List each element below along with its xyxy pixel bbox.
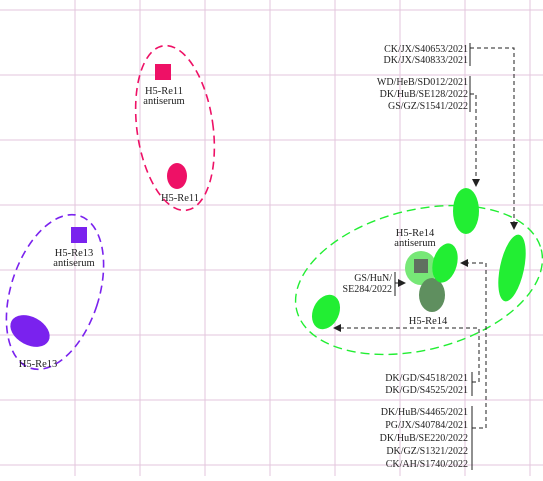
re13-antiserum-label2: antiserum xyxy=(53,258,94,269)
re14-antigen-label: H5-Re14 xyxy=(409,316,448,327)
strain-group-4: DK/GD/S4518/2021 DK/GD/S4525/2021 xyxy=(333,324,480,396)
re14-antigen-left xyxy=(311,294,341,330)
cluster-re14: H5-Re14 antiserum H5-Re14 xyxy=(294,188,543,356)
re14-antiserum-square xyxy=(414,259,428,273)
strain-label: DK/HuB/S4465/2021 xyxy=(381,407,468,418)
arrow-to-right-antigen xyxy=(470,47,518,230)
strain-label: DK/HuB/SE220/2022 xyxy=(380,433,468,444)
strain-label: SE284/2022 xyxy=(343,284,392,295)
cluster-re13-outline xyxy=(5,213,105,371)
arrow-to-left-antigen xyxy=(333,324,480,383)
re14-antigen-right xyxy=(498,234,526,302)
strain-group-3: GS/HuN/ SE284/2022 xyxy=(343,272,406,296)
strain-label: CK/AH/S1740/2022 xyxy=(386,459,468,470)
strain-group-2: WD/HeB/SD012/2021 DK/HuB/SE128/2022 GS/G… xyxy=(377,76,480,187)
cluster-re14-outline xyxy=(294,204,543,356)
re11-antigen-ellipse xyxy=(167,163,187,189)
cluster-re13: H5-Re13 antiserum H5-Re13 xyxy=(5,213,105,371)
re14-antigen-center xyxy=(432,243,458,283)
strain-label: PG/JX/S40784/2021 xyxy=(385,420,468,431)
re14-antigen-dark xyxy=(419,278,445,312)
re13-antiserum-label: H5-Re13 xyxy=(55,248,94,259)
arrow-to-top-antigen xyxy=(470,93,480,187)
strain-label: DK/GD/S4518/2021 xyxy=(385,373,468,384)
strain-label: WD/HeB/SD012/2021 xyxy=(377,77,468,88)
re13-antigen-label: H5-Re13 xyxy=(19,359,58,370)
re11-antigen-label: H5-Re11 xyxy=(161,193,199,204)
re11-antiserum-square xyxy=(155,64,171,80)
strain-group-1: CK/JX/S40653/2021 DK/JX/S40833/2021 xyxy=(384,43,518,230)
re13-antiserum-square xyxy=(71,227,87,243)
re14-antiserum-label: H5-Re14 xyxy=(396,228,435,239)
re11-antiserum-label2: antiserum xyxy=(143,96,184,107)
cluster-re11-outline xyxy=(134,44,216,212)
strain-label: DK/GZ/S1321/2022 xyxy=(386,446,468,457)
strain-label: DK/HuB/SE128/2022 xyxy=(380,89,468,100)
cluster-re11: H5-Re11 antiserum H5-Re11 xyxy=(134,44,216,212)
re11-antiserum-label: H5-Re11 xyxy=(145,86,183,97)
strain-label: DK/JX/S40833/2021 xyxy=(384,55,468,66)
strain-label: GS/GZ/S1541/2022 xyxy=(388,101,468,112)
strain-label: CK/JX/S40653/2021 xyxy=(384,44,468,55)
strain-label: GS/HuN/ xyxy=(354,273,392,284)
strain-group-5: DK/HuB/S4465/2021 PG/JX/S40784/2021 DK/H… xyxy=(380,259,487,470)
re14-antigen-top xyxy=(453,188,479,234)
strain-label: DK/GD/S4525/2021 xyxy=(385,385,468,396)
re13-antigen-ellipse xyxy=(10,315,50,347)
arrow-to-center-antigen xyxy=(460,259,487,429)
re14-antiserum-label2: antiserum xyxy=(394,238,435,249)
